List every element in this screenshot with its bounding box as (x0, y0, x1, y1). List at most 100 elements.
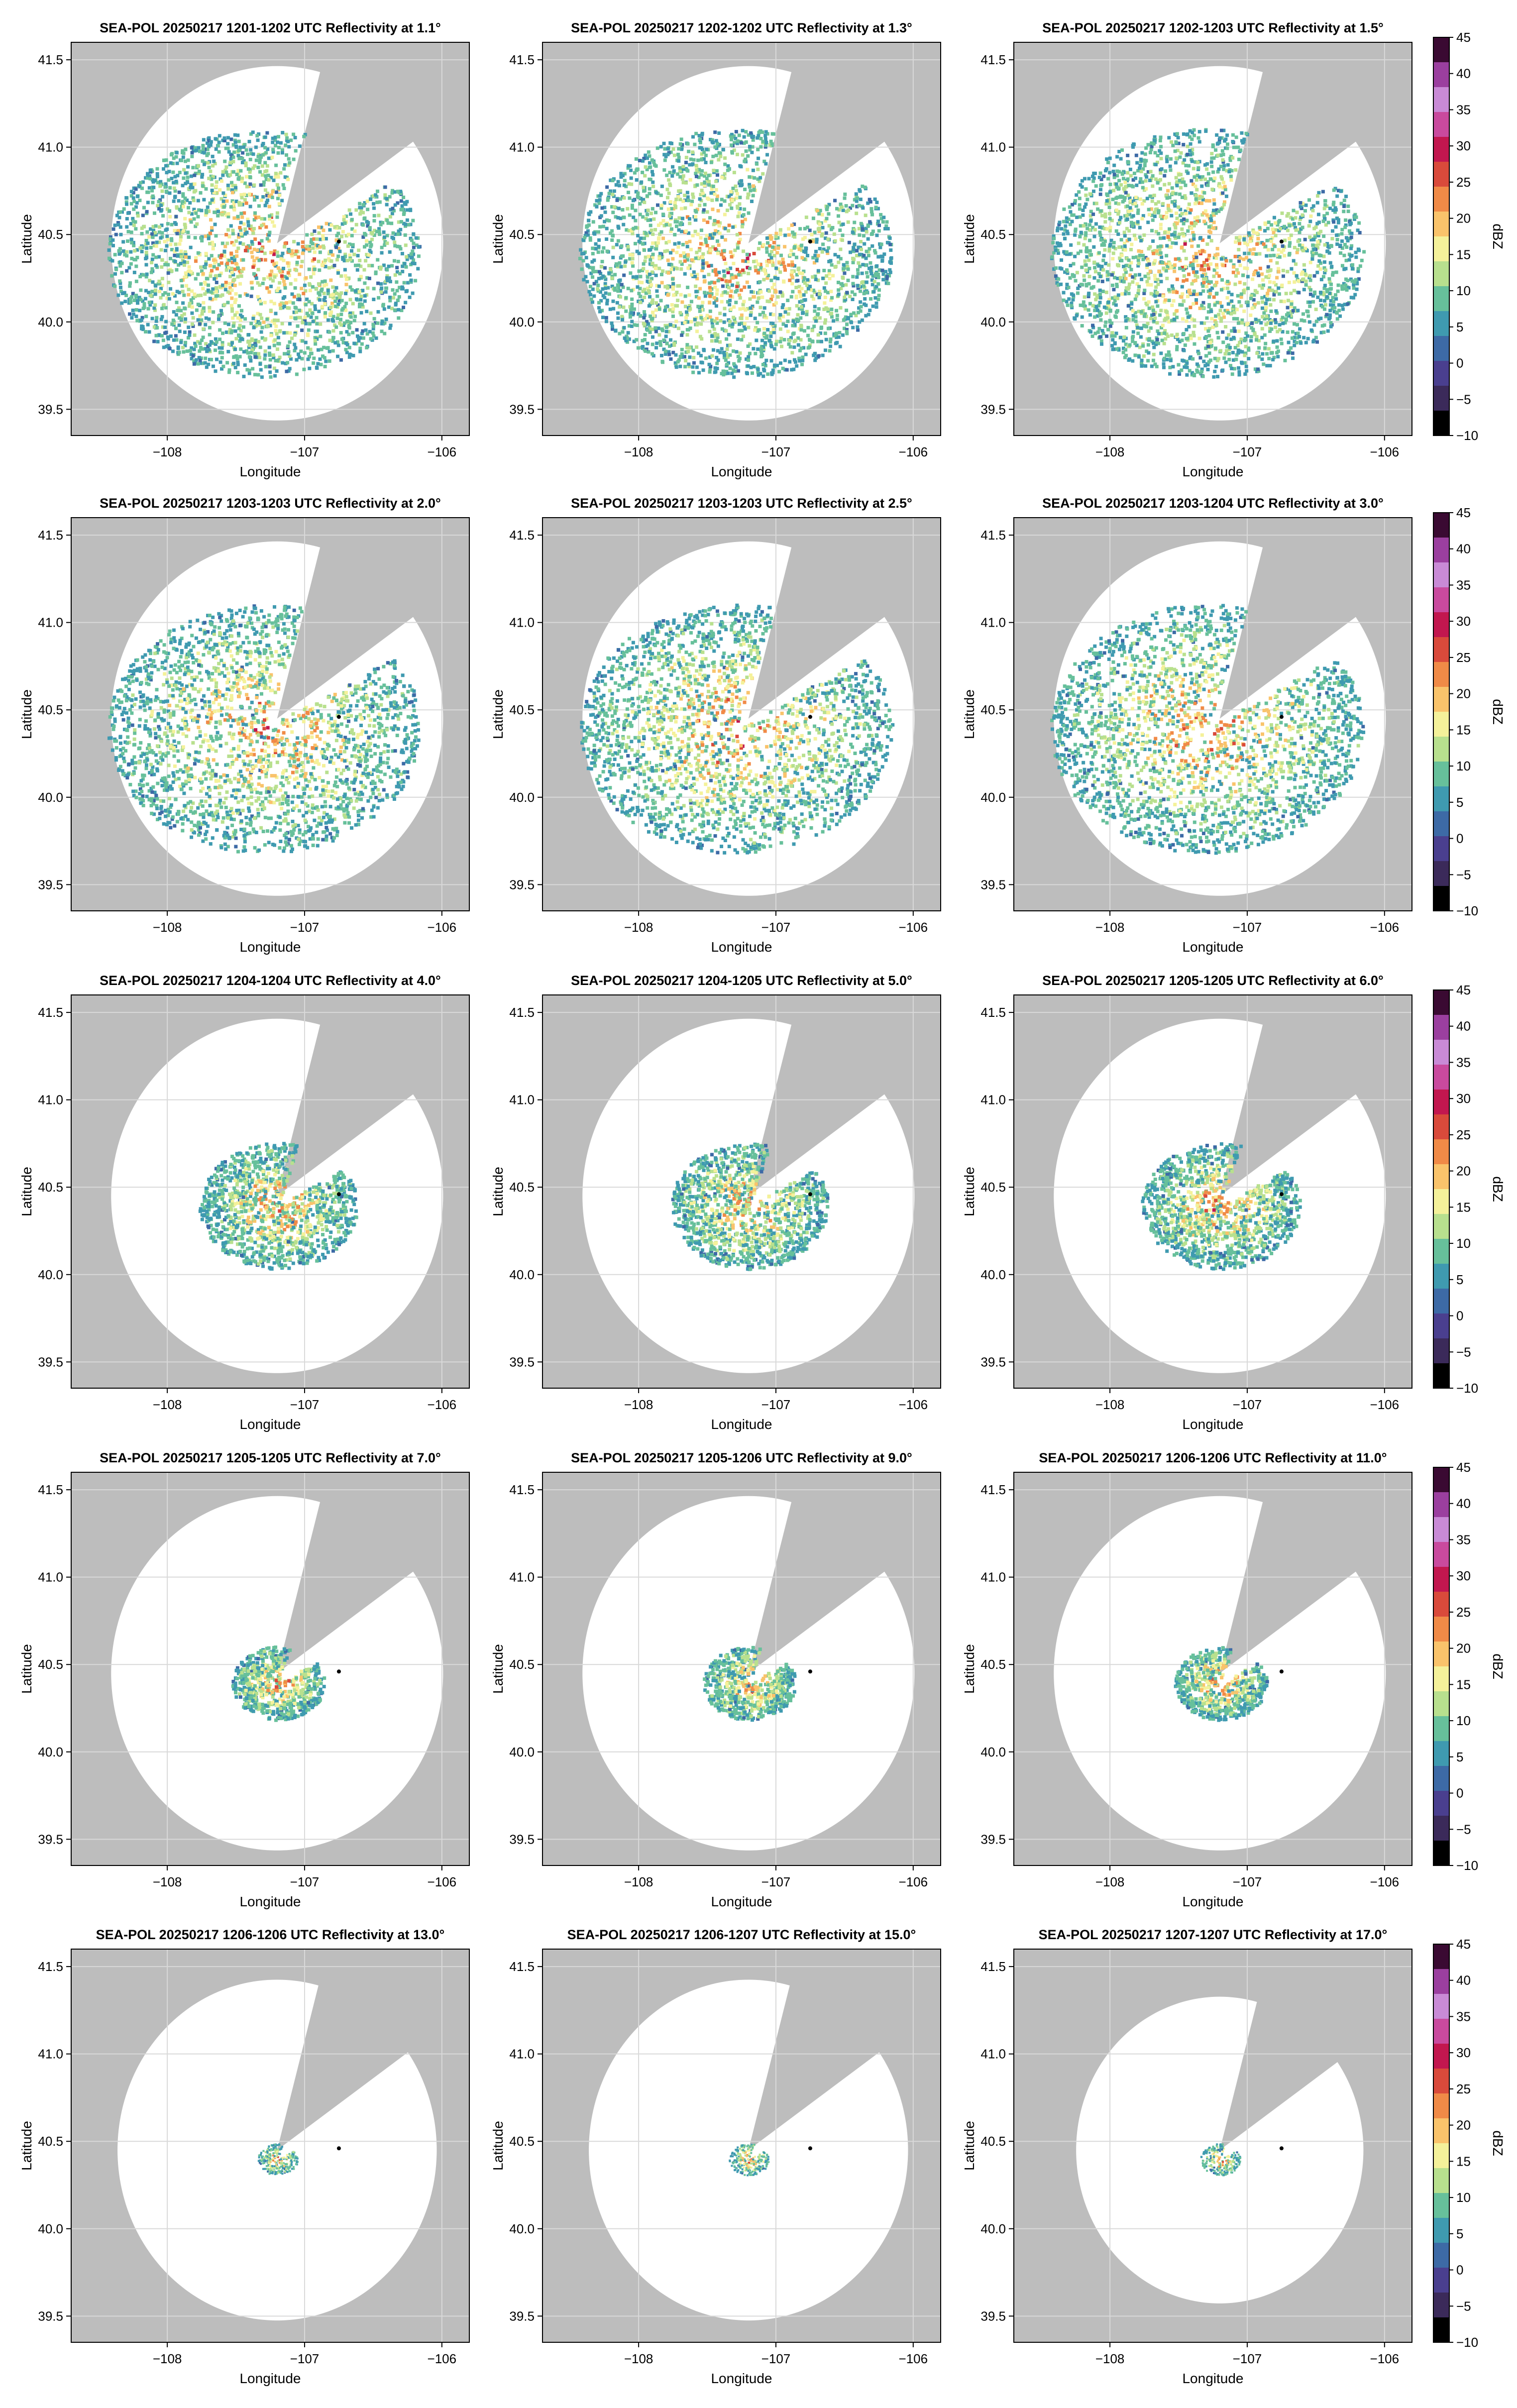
reflectivity-cell (366, 221, 370, 225)
reflectivity-cell (723, 226, 727, 230)
reflectivity-cell (263, 188, 267, 192)
reflectivity-cell (686, 349, 690, 353)
reflectivity-cell (782, 265, 786, 269)
reflectivity-cell (723, 274, 727, 278)
reflectivity-cell (756, 367, 760, 371)
reflectivity-cell (827, 269, 831, 273)
reflectivity-cell (231, 283, 235, 287)
reflectivity-cell (144, 315, 148, 319)
reflectivity-cell (601, 316, 605, 320)
reflectivity-cell (650, 335, 654, 339)
reflectivity-cell (643, 174, 647, 178)
reflectivity-cell (366, 208, 370, 212)
reflectivity-cell (368, 240, 372, 244)
reflectivity-cell (802, 329, 806, 333)
reflectivity-cell (825, 274, 829, 278)
reflectivity-cell (194, 277, 198, 281)
reflectivity-cell (717, 158, 721, 162)
reflectivity-cell (875, 233, 879, 237)
reflectivity-cell (184, 271, 188, 275)
reflectivity-cell (632, 216, 636, 219)
reflectivity-cell (746, 260, 750, 264)
reflectivity-cell (864, 303, 868, 307)
reflectivity-cell (765, 263, 769, 267)
reflectivity-cell (770, 142, 774, 146)
reflectivity-cell (589, 297, 593, 301)
reflectivity-cell (289, 138, 293, 142)
reflectivity-cell (200, 318, 204, 322)
reflectivity-cell (263, 251, 267, 255)
reflectivity-cell (174, 215, 178, 219)
reflectivity-cell (1266, 321, 1270, 325)
reflectivity-cell (253, 237, 257, 241)
reflectivity-cell (650, 245, 654, 249)
reflectivity-cell (655, 289, 659, 293)
reflectivity-cell (268, 217, 272, 221)
reflectivity-cell (616, 283, 620, 287)
reflectivity-cell (708, 367, 712, 371)
reflectivity-cell (845, 331, 849, 335)
reflectivity-cell (171, 292, 175, 296)
reflectivity-cell (110, 259, 114, 263)
reflectivity-cell (691, 365, 695, 369)
reflectivity-cell (799, 305, 803, 309)
reflectivity-cell (680, 300, 684, 304)
reflectivity-cell (586, 264, 590, 268)
reflectivity-cell (813, 358, 817, 362)
reflectivity-cell (1093, 266, 1097, 270)
reflectivity-cell (729, 307, 733, 311)
reflectivity-cell (602, 246, 606, 250)
reflectivity-cell (888, 270, 892, 274)
reflectivity-cell (167, 170, 171, 174)
reflectivity-cell (719, 203, 723, 207)
reflectivity-cell (158, 225, 162, 229)
reflectivity-cell (143, 297, 147, 301)
reflectivity-cell (764, 358, 768, 362)
reflectivity-cell (281, 131, 285, 135)
reflectivity-cell (209, 231, 213, 235)
reflectivity-cell (746, 256, 750, 260)
reflectivity-cell (232, 216, 236, 220)
reflectivity-cell (647, 304, 651, 308)
reflectivity-cell (237, 139, 241, 143)
reflectivity-cell (365, 276, 369, 280)
reflectivity-cell (155, 316, 159, 320)
reflectivity-cell (274, 261, 278, 265)
reflectivity-cell (614, 215, 618, 219)
reflectivity-cell (706, 220, 710, 224)
reflectivity-cell (824, 289, 828, 293)
reflectivity-cell (272, 356, 276, 360)
reflectivity-cell (245, 245, 249, 249)
reflectivity-cell (749, 365, 753, 369)
reflectivity-cell (179, 279, 183, 283)
reflectivity-cell (181, 184, 185, 188)
reflectivity-cell (845, 329, 849, 333)
reflectivity-cell (373, 228, 377, 232)
reflectivity-cell (400, 285, 404, 289)
reflectivity-cell (231, 143, 235, 147)
reflectivity-cell (393, 273, 397, 277)
reflectivity-cell (173, 189, 177, 193)
reflectivity-cell (287, 306, 291, 310)
reflectivity-cell (233, 313, 237, 317)
reflectivity-cell (610, 205, 614, 209)
reflectivity-cell (206, 141, 210, 145)
reflectivity-cell (729, 190, 733, 194)
reflectivity-cell (209, 174, 213, 178)
reflectivity-cell (333, 341, 337, 345)
reflectivity-cell (788, 338, 792, 342)
reflectivity-cell (718, 340, 722, 344)
x-tick-label: −106 (428, 444, 457, 459)
reflectivity-cell (1203, 263, 1207, 267)
reflectivity-cell (731, 322, 735, 326)
reflectivity-cell (710, 187, 714, 191)
reflectivity-cell (226, 215, 230, 219)
reflectivity-cell (810, 328, 814, 332)
reflectivity-cell (240, 269, 244, 273)
reflectivity-cell (735, 141, 739, 145)
reflectivity-cell (250, 240, 254, 244)
reflectivity-cell (878, 242, 882, 246)
reflectivity-cell (606, 286, 610, 290)
reflectivity-cell (644, 255, 648, 259)
reflectivity-cell (806, 333, 810, 337)
